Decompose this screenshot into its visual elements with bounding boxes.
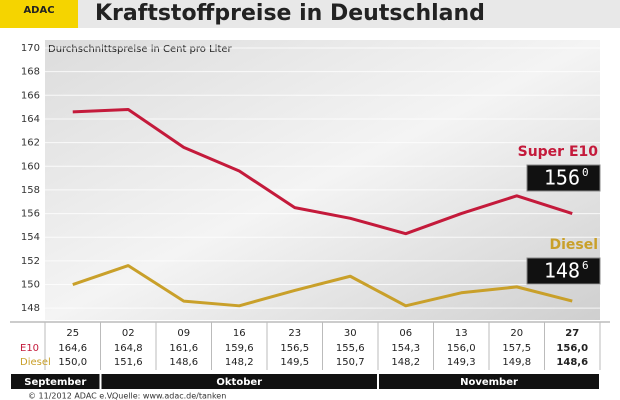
table-value: 150,0 [58,357,87,368]
x-tick-label: 06 [399,328,412,339]
table-value: 148,2 [225,357,254,368]
table-value: 164,8 [114,343,143,354]
header-bar [0,0,620,28]
y-tick-label: 166 [21,90,40,101]
x-tick-label: 09 [177,328,190,339]
y-tick-label: 160 [21,161,40,172]
table-value: 161,6 [169,343,198,354]
table-value: 156,0 [556,343,588,354]
display-fraction: 6 [582,259,589,272]
subtitle: Durchschnittspreise in Cent pro Liter [48,44,233,55]
x-tick-label: 13 [455,328,468,339]
y-tick-label: 168 [21,67,40,78]
x-tick-label: 25 [66,328,79,339]
table-value: 151,6 [114,357,143,368]
month-bar [379,374,599,389]
month-label: September [24,377,86,388]
month-bar [101,374,377,389]
table-value: 157,5 [502,343,531,354]
y-tick-label: 148 [21,303,40,314]
legend-label: Diesel [549,237,598,253]
y-tick-label: 164 [21,114,40,125]
table-value: 149,8 [502,357,531,368]
plot-area [45,40,600,320]
chart-title: Kraftstoffpreise in Deutschland [95,1,485,26]
x-tick-label: 20 [510,328,523,339]
table-value: 150,7 [336,357,365,368]
display-fraction: 0 [582,166,589,179]
y-tick-label: 150 [21,280,40,291]
price-display [526,164,601,192]
row-label: E10 [20,343,39,354]
table-value: 156,0 [447,343,476,354]
y-tick-label: 170 [21,43,40,54]
table-value: 148,6 [169,357,198,368]
table-value: 148,6 [556,357,588,368]
y-tick-label: 162 [21,138,40,149]
y-tick-label: 152 [21,256,40,267]
price-display [526,257,601,285]
y-tick-label: 154 [21,232,40,243]
table-value: 159,6 [225,343,254,354]
x-tick-label: 02 [122,328,135,339]
row-label: Diesel [20,357,51,368]
x-tick-label: 16 [233,328,246,339]
series-line [72,107,573,236]
table-value: 154,3 [391,343,420,354]
month-bar [11,374,100,389]
y-tick-label: 156 [21,209,40,220]
month-label: November [460,377,518,388]
x-tick-label: 27 [565,328,579,339]
logo: ADAC [23,5,54,16]
logo-box [0,0,78,28]
source: Quelle: www.adac.de/tanken [112,392,226,400]
table-value: 155,6 [336,343,365,354]
month-label: Oktober [216,377,262,388]
table-value: 164,6 [58,343,87,354]
display-main: 156 [544,166,580,190]
table-value: 149,5 [280,357,309,368]
table-value: 156,5 [280,343,309,354]
x-tick-label: 23 [288,328,301,339]
legend-label: Super E10 [518,144,599,160]
table-value: 149,3 [447,357,476,368]
x-tick-label: 30 [344,328,357,339]
series-line [72,264,573,308]
copyright: © 11/2012 ADAC e.V. [28,392,114,400]
table-value: 148,2 [391,357,420,368]
y-tick-label: 158 [21,185,40,196]
display-main: 148 [544,259,580,283]
